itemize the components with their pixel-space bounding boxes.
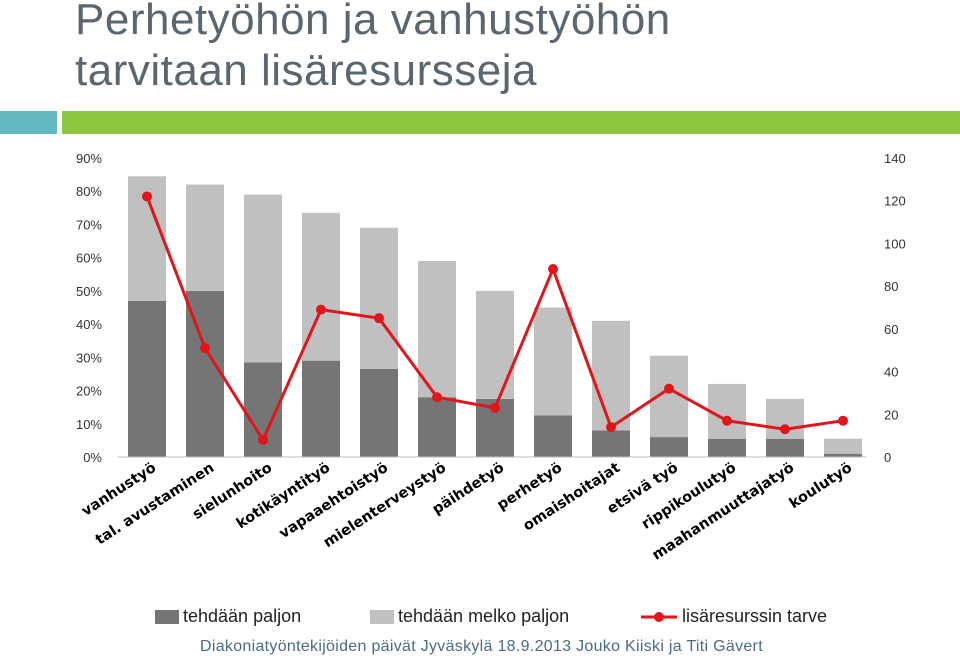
bar-tehdaan-paljon (766, 438, 804, 457)
title-line-1: Perhetyöhön ja vanhustyöhön (75, 0, 671, 44)
left-axis: 0% 10% 20% 30% 40% 50% 60% 70% 80% 90% (76, 151, 102, 465)
legend-item-line: lisäresurssin tarve (640, 606, 827, 627)
slide-title: Perhetyöhön ja vanhustyöhön tarvitaan li… (75, 0, 671, 96)
bar-tehdaan-paljon (418, 397, 456, 457)
bar-tehdaan-paljon (650, 437, 688, 457)
bar-tehdaan-melko-paljon (592, 320, 630, 431)
left-tick-label: 20% (76, 384, 102, 399)
legend: tehdään paljon tehdään melko paljon lisä… (0, 606, 960, 630)
line-point (490, 402, 500, 413)
bar-tehdaan-paljon (708, 438, 746, 457)
bar-tehdaan-paljon (824, 453, 862, 457)
chart: 0% 10% 20% 30% 40% 50% 60% 70% 80% 90% 0 20 40 60 80 1… (76, 151, 906, 564)
left-tick-label: 0% (83, 450, 102, 465)
legend-swatch-light (370, 609, 394, 624)
line-point (432, 392, 442, 403)
right-tick-label: 20 (884, 407, 898, 422)
bar-tehdaan-paljon (534, 415, 572, 457)
right-tick-label: 40 (884, 365, 898, 380)
left-tick-label: 90% (76, 151, 102, 166)
line-point (316, 304, 326, 315)
bar-tehdaan-paljon (128, 300, 166, 457)
left-tick-label: 80% (76, 184, 102, 199)
line-point (258, 434, 268, 445)
left-tick-label: 40% (76, 317, 102, 332)
legend-swatch-dark (155, 609, 179, 624)
right-tick-label: 140 (884, 151, 906, 166)
legend-label-dark: tehdään paljon (183, 606, 302, 626)
left-tick-label: 50% (76, 284, 102, 299)
line-series (142, 191, 848, 445)
line-point (722, 415, 732, 426)
bar-tehdaan-melko-paljon (244, 194, 282, 363)
left-tick-label: 60% (76, 251, 102, 266)
line-point (374, 313, 384, 324)
legend-item-dark: tehdään paljon (155, 606, 301, 627)
right-tick-label: 80 (884, 279, 898, 294)
title-line-2: tarvitaan lisäresursseja (75, 46, 537, 95)
bar-tehdaan-paljon (302, 360, 340, 457)
bar-tehdaan-melko-paljon (534, 307, 572, 416)
line-point (780, 424, 790, 435)
bar-tehdaan-paljon (360, 368, 398, 457)
bar-tehdaan-melko-paljon (360, 227, 398, 369)
bar-tehdaan-melko-paljon (824, 438, 862, 454)
right-axis: 0 20 40 60 80 100 120 140 (884, 151, 906, 465)
line-point (606, 422, 616, 433)
line-point (142, 191, 152, 202)
accent-band-teal (0, 111, 57, 134)
bars (128, 176, 862, 457)
right-tick-label: 60 (884, 322, 898, 337)
category-label: koulutyö (787, 460, 855, 512)
legend-swatch-line (641, 611, 677, 622)
bar-tehdaan-paljon (592, 430, 630, 457)
right-tick-label: 120 (884, 194, 906, 209)
left-tick-label: 30% (76, 350, 102, 365)
line-point (664, 383, 674, 394)
left-tick-label: 10% (76, 417, 102, 432)
legend-label-line: lisäresurssin tarve (682, 606, 828, 626)
bar-tehdaan-melko-paljon (418, 260, 456, 398)
line-point (838, 415, 848, 426)
line-point (548, 264, 558, 275)
legend-item-light: tehdään melko paljon (370, 606, 569, 627)
bar-tehdaan-melko-paljon (708, 383, 746, 439)
left-tick-label: 70% (76, 217, 102, 232)
bar-tehdaan-melko-paljon (186, 184, 224, 291)
accent-band-green (62, 111, 960, 134)
right-tick-label: 0 (884, 450, 891, 465)
category-label: omaishoitajat (520, 460, 623, 535)
legend-label-light: tehdään melko paljon (398, 606, 570, 626)
line-point (200, 343, 210, 354)
bar-tehdaan-melko-paljon (476, 290, 514, 399)
footer: Diakoniatyöntekijöiden päivät Jyväskylä … (200, 638, 763, 655)
right-tick-label: 100 (884, 236, 906, 251)
